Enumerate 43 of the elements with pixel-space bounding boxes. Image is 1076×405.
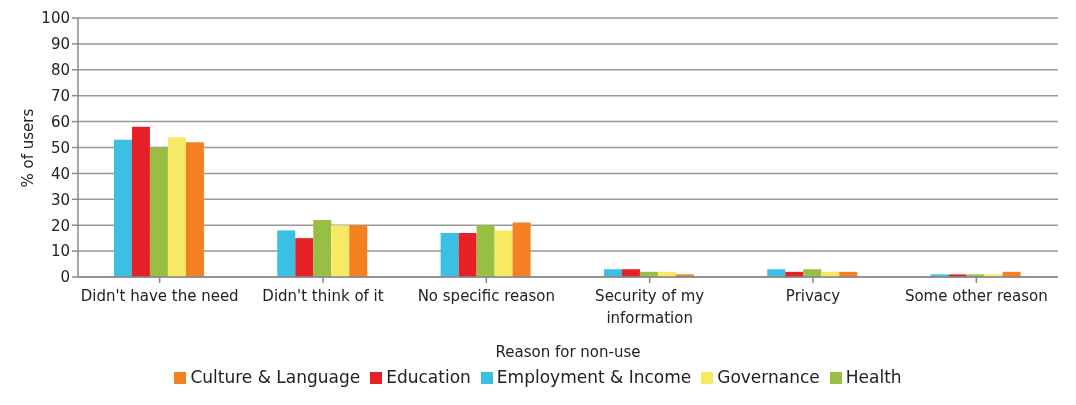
bar: [113, 139, 132, 277]
y-tick-label: 50: [50, 138, 70, 157]
x-tick-label: Privacy: [785, 287, 841, 305]
bar: [131, 126, 150, 277]
bar: [512, 222, 531, 277]
legend-label: Culture & Language: [190, 367, 361, 387]
x-tick-label: Security of my information: [595, 287, 705, 327]
x-tick-label: Didn't have the need: [80, 287, 239, 305]
legend-label: Employment & Income: [496, 367, 692, 387]
bar: [767, 269, 786, 277]
x-tick-label: No specific reason: [417, 287, 556, 305]
x-axis-title: Reason for non-use: [495, 343, 641, 361]
y-tick-label: 80: [50, 61, 70, 80]
y-tick-label: 40: [50, 164, 70, 183]
y-tick-label: 60: [50, 112, 70, 131]
bar: [167, 137, 186, 277]
bar: [621, 269, 640, 277]
y-tick-label: 0: [60, 268, 70, 287]
bar: [803, 269, 822, 277]
bar: [277, 230, 296, 277]
legend-label: Education: [386, 367, 471, 387]
bar: [313, 220, 332, 277]
y-tick-label: 100: [41, 9, 70, 28]
bar: [295, 238, 314, 277]
x-tick-label: Didn't think of it: [262, 287, 384, 305]
y-tick-label: 20: [50, 216, 70, 235]
legend-label: Health: [845, 367, 902, 387]
y-tick-label: 10: [50, 242, 70, 261]
bar: [458, 232, 477, 277]
x-tick-label: Some other reason: [904, 287, 1048, 305]
bar: [476, 225, 495, 277]
bar: [331, 225, 350, 277]
y-tick-label: 90: [50, 35, 70, 54]
bar: [603, 269, 622, 277]
bar: [149, 147, 168, 277]
legend-label: Governance: [717, 367, 820, 387]
bar: [494, 230, 513, 277]
bar: [349, 225, 368, 277]
bar: [440, 232, 459, 277]
y-axis-title: % of users: [19, 108, 38, 188]
y-tick-label: 70: [50, 87, 70, 106]
bar: [185, 142, 204, 277]
y-tick-label: 30: [50, 190, 70, 209]
